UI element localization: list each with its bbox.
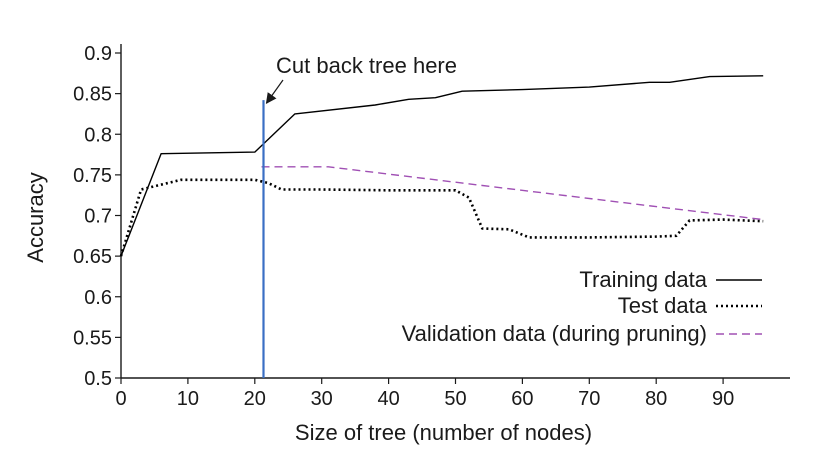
series-lines <box>119 75 764 257</box>
annotation-label: Cut back tree here <box>276 53 457 78</box>
x-tick-label: 50 <box>444 388 466 410</box>
series-line-validation-data-during-pruning <box>261 166 764 221</box>
x-tick-label: 90 <box>712 388 734 410</box>
series-line-training-data <box>120 75 764 257</box>
y-tick-label: 0.6 <box>84 287 112 309</box>
x-tick-label: 70 <box>578 388 600 410</box>
axes: 0.5 0.55 0.6 0.65 0.7 0.75 0.8 0.85 0.9 0 10 20 30 40… <box>73 43 790 410</box>
y-tick-label: 0.55 <box>73 327 112 349</box>
x-tick-label: 40 <box>377 388 399 410</box>
x-axis-title: Size of tree (number of nodes) <box>295 420 592 445</box>
annotation-arrow <box>265 79 284 105</box>
x-tick-label: 0 <box>115 388 126 410</box>
legend-label: Test data <box>618 293 708 318</box>
y-tick-label: 0.65 <box>73 246 112 268</box>
y-tick-label: 0.7 <box>84 206 112 228</box>
y-tick-label: 0.5 <box>84 368 112 390</box>
y-tick-label: 0.9 <box>84 43 112 65</box>
x-tick-label: 60 <box>511 388 533 410</box>
x-tick-label: 20 <box>244 388 266 410</box>
y-tick-label: 0.75 <box>73 165 112 187</box>
x-tick-label: 30 <box>311 388 333 410</box>
y-axis-title: Accuracy <box>23 172 48 262</box>
x-tick-label: 80 <box>645 388 667 410</box>
annotation: Cut back tree here <box>262 53 457 378</box>
legend-label: Validation data (during pruning) <box>402 321 707 346</box>
x-tick-label: 10 <box>177 388 199 410</box>
legend-label: Training data <box>579 267 707 292</box>
y-tick-label: 0.8 <box>84 124 112 146</box>
series-line-test-data <box>119 178 764 257</box>
y-tick-label: 0.85 <box>73 84 112 106</box>
